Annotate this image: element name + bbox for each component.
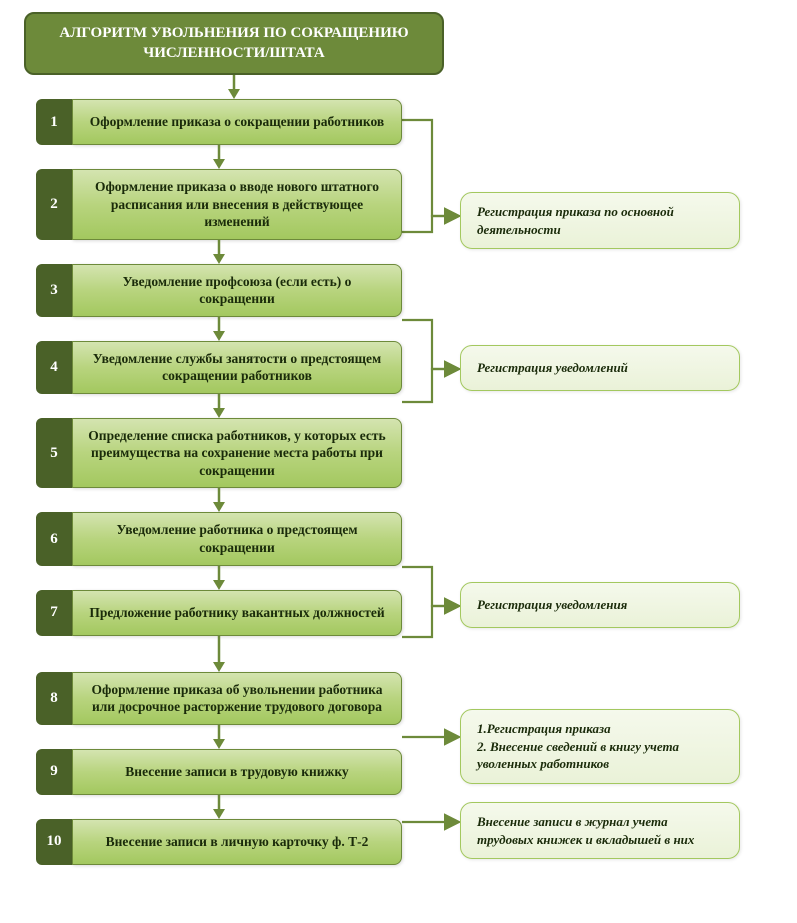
- step-1: 1 Оформление приказа о сокращении работн…: [36, 99, 785, 145]
- step-box: Определение списка работников, у которых…: [72, 418, 402, 489]
- step-5: 5 Определение списка работников, у котор…: [36, 418, 785, 489]
- step-number: 4: [36, 341, 72, 394]
- step-box: Оформление приказа о вводе нового штатно…: [72, 169, 402, 240]
- side-note-1: Регистрация уведомлений: [460, 345, 740, 391]
- arrow-down-icon: [36, 240, 402, 264]
- side-note-4: Внесение записи в журнал учета трудовых …: [460, 802, 740, 859]
- side-note-2: Регистрация уведомления: [460, 582, 740, 628]
- side-note-text: Регистрация приказа по основной деятельн…: [477, 203, 723, 238]
- side-note-text: Регистрация уведомления: [477, 596, 627, 614]
- arrow-down-icon: [36, 795, 402, 819]
- arrow-down-icon: [36, 725, 402, 749]
- step-number: 1: [36, 99, 72, 145]
- step-box: Внесение записи в трудовую книжку: [72, 749, 402, 795]
- step-3: 3 Уведомление профсоюза (если есть) о со…: [36, 264, 785, 317]
- side-note-text: Регистрация уведомлений: [477, 359, 628, 377]
- step-box: Уведомление работника о предстоящем сокр…: [72, 512, 402, 565]
- step-text: Оформление приказа о вводе нового штатно…: [87, 178, 387, 231]
- step-number: 6: [36, 512, 72, 565]
- step-text: Уведомление службы занятости о предстоящ…: [87, 350, 387, 385]
- step-text: Уведомление профсоюза (если есть) о сокр…: [87, 273, 387, 308]
- step-6: 6 Уведомление работника о предстоящем со…: [36, 512, 785, 565]
- arrow-down-icon: [36, 566, 402, 590]
- step-text: Внесение записи в личную карточку ф. Т-2: [87, 833, 387, 851]
- step-text: Предложение работнику вакантных должност…: [87, 604, 387, 622]
- step-text: Оформление приказа об увольне­нии работн…: [87, 681, 387, 716]
- arrow-down-icon: [24, 75, 444, 99]
- side-note-text: Внесение записи в журнал учета трудовых …: [477, 813, 723, 848]
- step-box: Оформление приказа об увольне­нии работн…: [72, 672, 402, 725]
- arrow-down-icon: [36, 394, 402, 418]
- side-note-3: 1.Регистрация приказа 2. Внесение сведен…: [460, 709, 740, 784]
- step-text: Внесение записи в трудовую книжку: [87, 763, 387, 781]
- header-box: АЛГОРИТМ УВОЛЬНЕНИЯ ПО СОКРАЩЕНИЮ ЧИСЛЕН…: [24, 12, 444, 75]
- step-box: Уведомление профсоюза (если есть) о сокр…: [72, 264, 402, 317]
- step-box: Внесение записи в личную карточку ф. Т-2: [72, 819, 402, 865]
- step-number: 8: [36, 672, 72, 725]
- step-number: 9: [36, 749, 72, 795]
- arrow-down-icon: [36, 636, 402, 672]
- flowchart-diagram: АЛГОРИТМ УВОЛЬНЕНИЯ ПО СОКРАЩЕНИЮ ЧИСЛЕН…: [12, 12, 785, 865]
- step-text: Уведомление работника о предстоящем сокр…: [87, 521, 387, 556]
- step-number: 3: [36, 264, 72, 317]
- step-text: Оформление приказа о сокращении работник…: [87, 113, 387, 131]
- header-text: АЛГОРИТМ УВОЛЬНЕНИЯ ПО СОКРАЩЕНИЮ ЧИСЛЕН…: [59, 25, 408, 61]
- side-note-text: 1.Регистрация приказа 2. Внесение сведен…: [477, 720, 723, 773]
- step-text: Определение списка работников, у которых…: [87, 427, 387, 480]
- step-number: 2: [36, 169, 72, 240]
- arrow-down-icon: [36, 317, 402, 341]
- step-number: 7: [36, 590, 72, 636]
- step-box: Оформление приказа о сокращении работник…: [72, 99, 402, 145]
- arrow-down-icon: [36, 145, 402, 169]
- arrow-down-icon: [36, 488, 402, 512]
- step-number: 10: [36, 819, 72, 865]
- step-number: 5: [36, 418, 72, 489]
- step-box: Уведомление службы занятости о предстоящ…: [72, 341, 402, 394]
- side-note-0: Регистрация приказа по основной деятельн…: [460, 192, 740, 249]
- step-box: Предложение работнику вакантных должност…: [72, 590, 402, 636]
